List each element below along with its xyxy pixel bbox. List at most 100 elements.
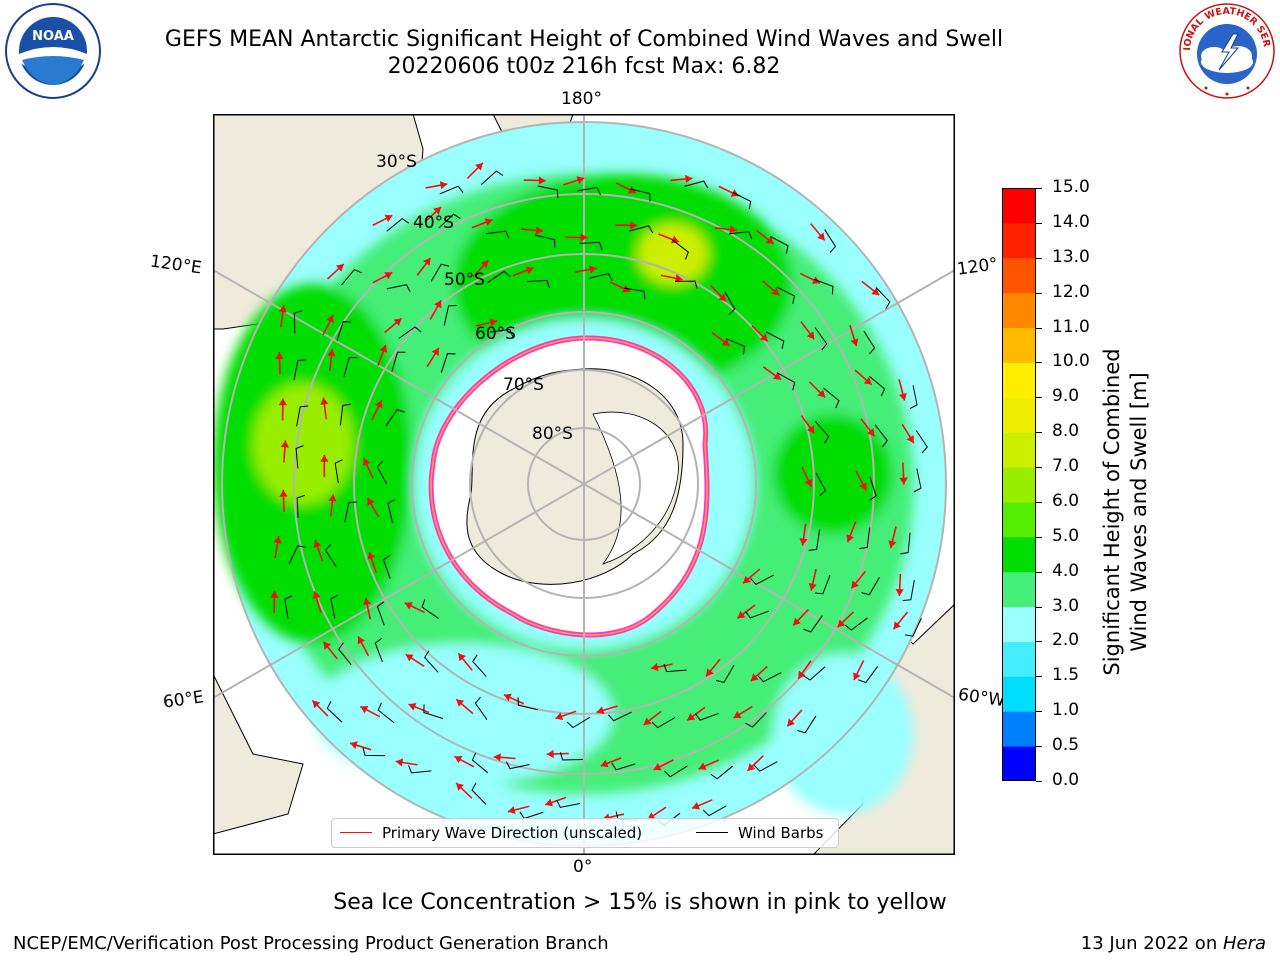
wave-arrow-head	[367, 551, 376, 560]
colorbar-tick-label: 0.0	[1052, 770, 1080, 790]
colorbar-tick-label: 11.0	[1052, 316, 1090, 337]
colorbar-tick	[1036, 781, 1042, 782]
wave-arrow-head	[275, 352, 284, 360]
colorbar-tick	[1036, 397, 1042, 399]
wave-arrow-head	[493, 753, 501, 762]
wave-arrow-head	[350, 741, 358, 750]
wave-arrow-head	[851, 580, 859, 589]
wind-barb	[776, 286, 795, 304]
wind-barb	[537, 185, 559, 199]
wind-barb	[874, 424, 888, 448]
wind-barb	[611, 762, 636, 771]
colorbar-tick	[1036, 676, 1042, 678]
wave-arrow-head	[395, 758, 404, 767]
sea-ice-note: Sea Ice Concentration > 15% is shown in …	[333, 890, 947, 915]
wind-barb	[716, 664, 735, 684]
colorbar-tick	[1036, 292, 1042, 294]
wind-barb	[803, 615, 823, 633]
wave-arrow-head	[326, 315, 334, 324]
colorbar-cell	[1002, 397, 1036, 433]
wind-barb	[624, 287, 646, 300]
colorbar-cell	[1002, 501, 1036, 538]
wind-barb	[814, 278, 834, 295]
wave-arrow-head	[507, 806, 516, 815]
wind-barb	[534, 234, 556, 248]
wind-barb	[732, 191, 752, 210]
wind-barb	[859, 527, 871, 550]
wind-barb	[814, 574, 831, 595]
wave-arrow-head	[328, 494, 337, 502]
lat-label-30s: 30°S	[376, 152, 417, 172]
wind-barb	[471, 752, 489, 774]
wave-arrow-head	[817, 389, 826, 398]
wave-arrow-head	[538, 176, 546, 185]
colorbar-cell	[1002, 746, 1036, 781]
colorbar-tick-label: 2.0	[1052, 630, 1080, 651]
wind-barb	[674, 280, 698, 289]
wave-arrow-head	[580, 233, 588, 242]
wave-arrow-head	[806, 425, 815, 434]
wave-arrow-head	[384, 272, 393, 280]
wave-arrow-head	[906, 435, 914, 444]
wind-barb	[377, 702, 395, 724]
wave-arrow-head	[893, 621, 902, 630]
wind-barb	[869, 476, 877, 501]
wind-barb	[376, 601, 385, 626]
wind-barb	[408, 765, 432, 774]
wave-arrow-head	[456, 699, 465, 707]
colorbar-tick	[1036, 711, 1042, 713]
wave-arrow-head	[545, 798, 554, 807]
wind-barb	[324, 543, 337, 568]
wave-arrow-head	[454, 756, 463, 764]
footer-date-text: 13 Jun 2022 on	[1080, 933, 1223, 954]
wave-arrow-head	[278, 398, 287, 406]
colorbar-cell	[1002, 222, 1036, 259]
colorbar-tick-label: 1.5	[1052, 665, 1080, 686]
wave-arrow-head	[685, 174, 693, 184]
wave-arrow-head	[535, 226, 543, 235]
wind-barb	[724, 291, 736, 316]
lon-label-60e: 60°E	[161, 687, 206, 713]
colorbar-cell	[1002, 327, 1036, 363]
wind-barb	[556, 799, 581, 808]
colorbar-tick-label: 12.0	[1052, 281, 1090, 302]
wave-arrow-head	[698, 762, 707, 770]
wind-barb	[904, 617, 922, 637]
wind-barb	[489, 328, 514, 338]
wave-arrow-head	[404, 602, 413, 610]
wave-arrow-head	[837, 619, 846, 628]
colorbar-tick-label: 15.0	[1052, 177, 1090, 197]
colorbar-tick	[1036, 327, 1042, 329]
footer-date: 13 Jun 2022 on Hera	[1081, 933, 1266, 954]
wind-barb	[710, 765, 733, 780]
wind-barb	[753, 761, 778, 772]
wave-arrow-head	[480, 260, 489, 269]
wave-arrow-head	[798, 670, 806, 679]
legend-primary-wave: Primary Wave Direction (unscaled)	[382, 824, 643, 842]
wave-arrow-head	[747, 763, 756, 771]
wind-barb	[387, 499, 396, 524]
wind-barb	[664, 765, 688, 778]
wind-barb	[374, 637, 383, 662]
wave-arrow-head	[433, 207, 442, 215]
wave-arrow-head	[379, 344, 388, 353]
wind-barb	[487, 270, 511, 284]
wave-arrow-head	[323, 641, 331, 650]
wind-barb	[376, 460, 388, 485]
wave-arrow-head	[484, 218, 493, 227]
lat-label-50s: 50°S	[444, 270, 485, 290]
wave-arrow-head	[721, 338, 730, 346]
wind-barb	[338, 642, 352, 666]
wave-arrow-head	[273, 536, 282, 544]
chart-title: GEFS MEAN Antarctic Significant Height o…	[164, 27, 1004, 52]
colorbar	[1002, 188, 1036, 781]
wind-barb	[382, 554, 391, 579]
colorbar-tick-label: 5.0	[1052, 525, 1080, 546]
wind-barb	[385, 409, 405, 427]
wind-barb	[750, 574, 775, 585]
wave-arrow-head	[653, 763, 662, 771]
wind-barb	[474, 696, 488, 720]
wave-arrow-head	[312, 591, 321, 600]
colorbar-tick	[1036, 641, 1042, 643]
wave-arrow-head	[456, 783, 464, 791]
